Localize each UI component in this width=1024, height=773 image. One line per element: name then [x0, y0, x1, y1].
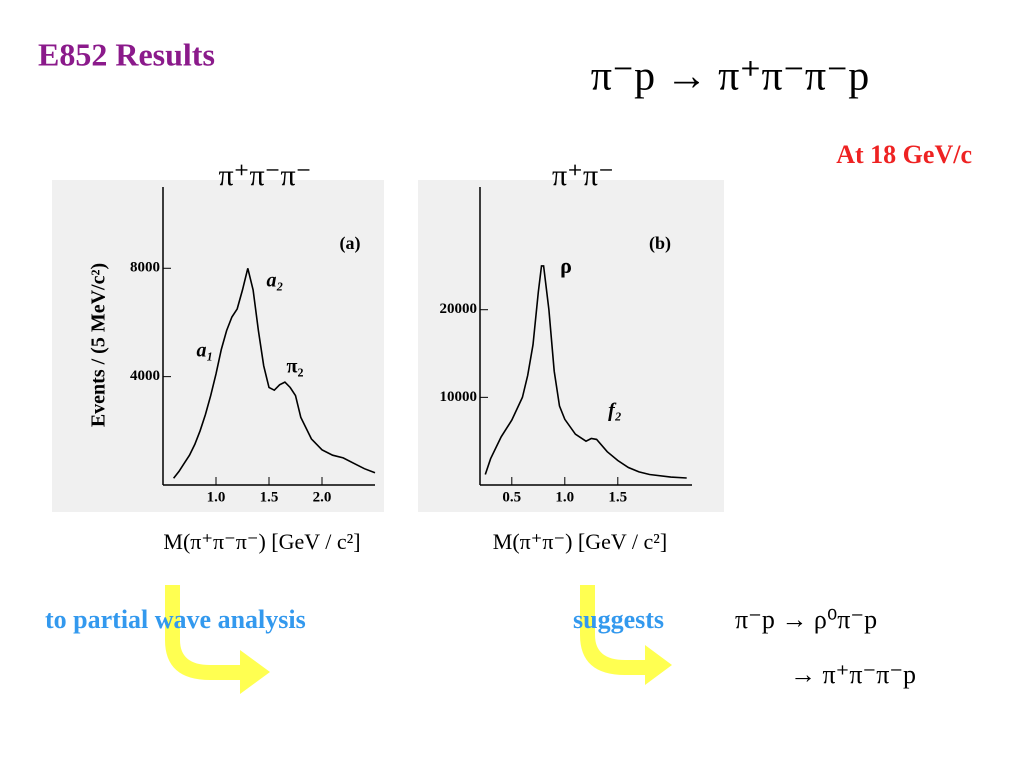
x-tick-label: 1.5: [608, 489, 627, 505]
plot-bg: [418, 180, 724, 512]
y-tick-label: 20000: [440, 301, 478, 317]
annotation: f₂: [608, 400, 622, 422]
x-tick-label: 2.0: [313, 489, 332, 505]
plot-title: π⁺π⁻: [552, 159, 614, 192]
x-tick-label: 1.5: [260, 489, 279, 505]
x-tick-label: 1.0: [207, 489, 226, 505]
annotation: (b): [649, 233, 671, 254]
y-tick-label: 4000: [130, 368, 160, 384]
plot-bg: [52, 180, 384, 512]
annotation: π₂: [287, 356, 304, 378]
x-tick-label: 0.5: [502, 489, 521, 505]
arrow: [165, 585, 270, 694]
reaction: π⁻p → π⁺π⁻π⁻p: [591, 54, 870, 100]
x-axis-label: M(π⁺π⁻π⁻) [GeV / c²]: [163, 529, 360, 554]
footer-text: suggests: [573, 605, 664, 634]
y-tick-label: 8000: [130, 260, 160, 276]
y-axis-label: Events / (5 MeV/c²): [88, 263, 110, 427]
footer-text: π⁻p → ρ⁰π⁻p: [735, 605, 877, 634]
slide-title: E852 Results: [38, 36, 215, 72]
annotation: a₁: [197, 340, 214, 362]
arrow: [580, 585, 672, 685]
plot-title: π⁺π⁻π⁻: [219, 159, 312, 192]
footer-text: → π⁺π⁻π⁻p: [790, 660, 916, 689]
annotation: (a): [340, 233, 361, 254]
data-line: [172, 268, 376, 479]
x-axis-label: M(π⁺π⁻) [GeV / c²]: [493, 529, 667, 554]
footer-text: to partial wave analysis: [45, 605, 306, 634]
annotation: a₂: [267, 270, 284, 292]
annotation: ρ: [560, 253, 572, 278]
y-tick-label: 10000: [440, 389, 478, 405]
energy: At 18 GeV/c: [836, 140, 972, 169]
x-tick-label: 1.0: [555, 489, 574, 505]
data-line: [484, 265, 687, 479]
